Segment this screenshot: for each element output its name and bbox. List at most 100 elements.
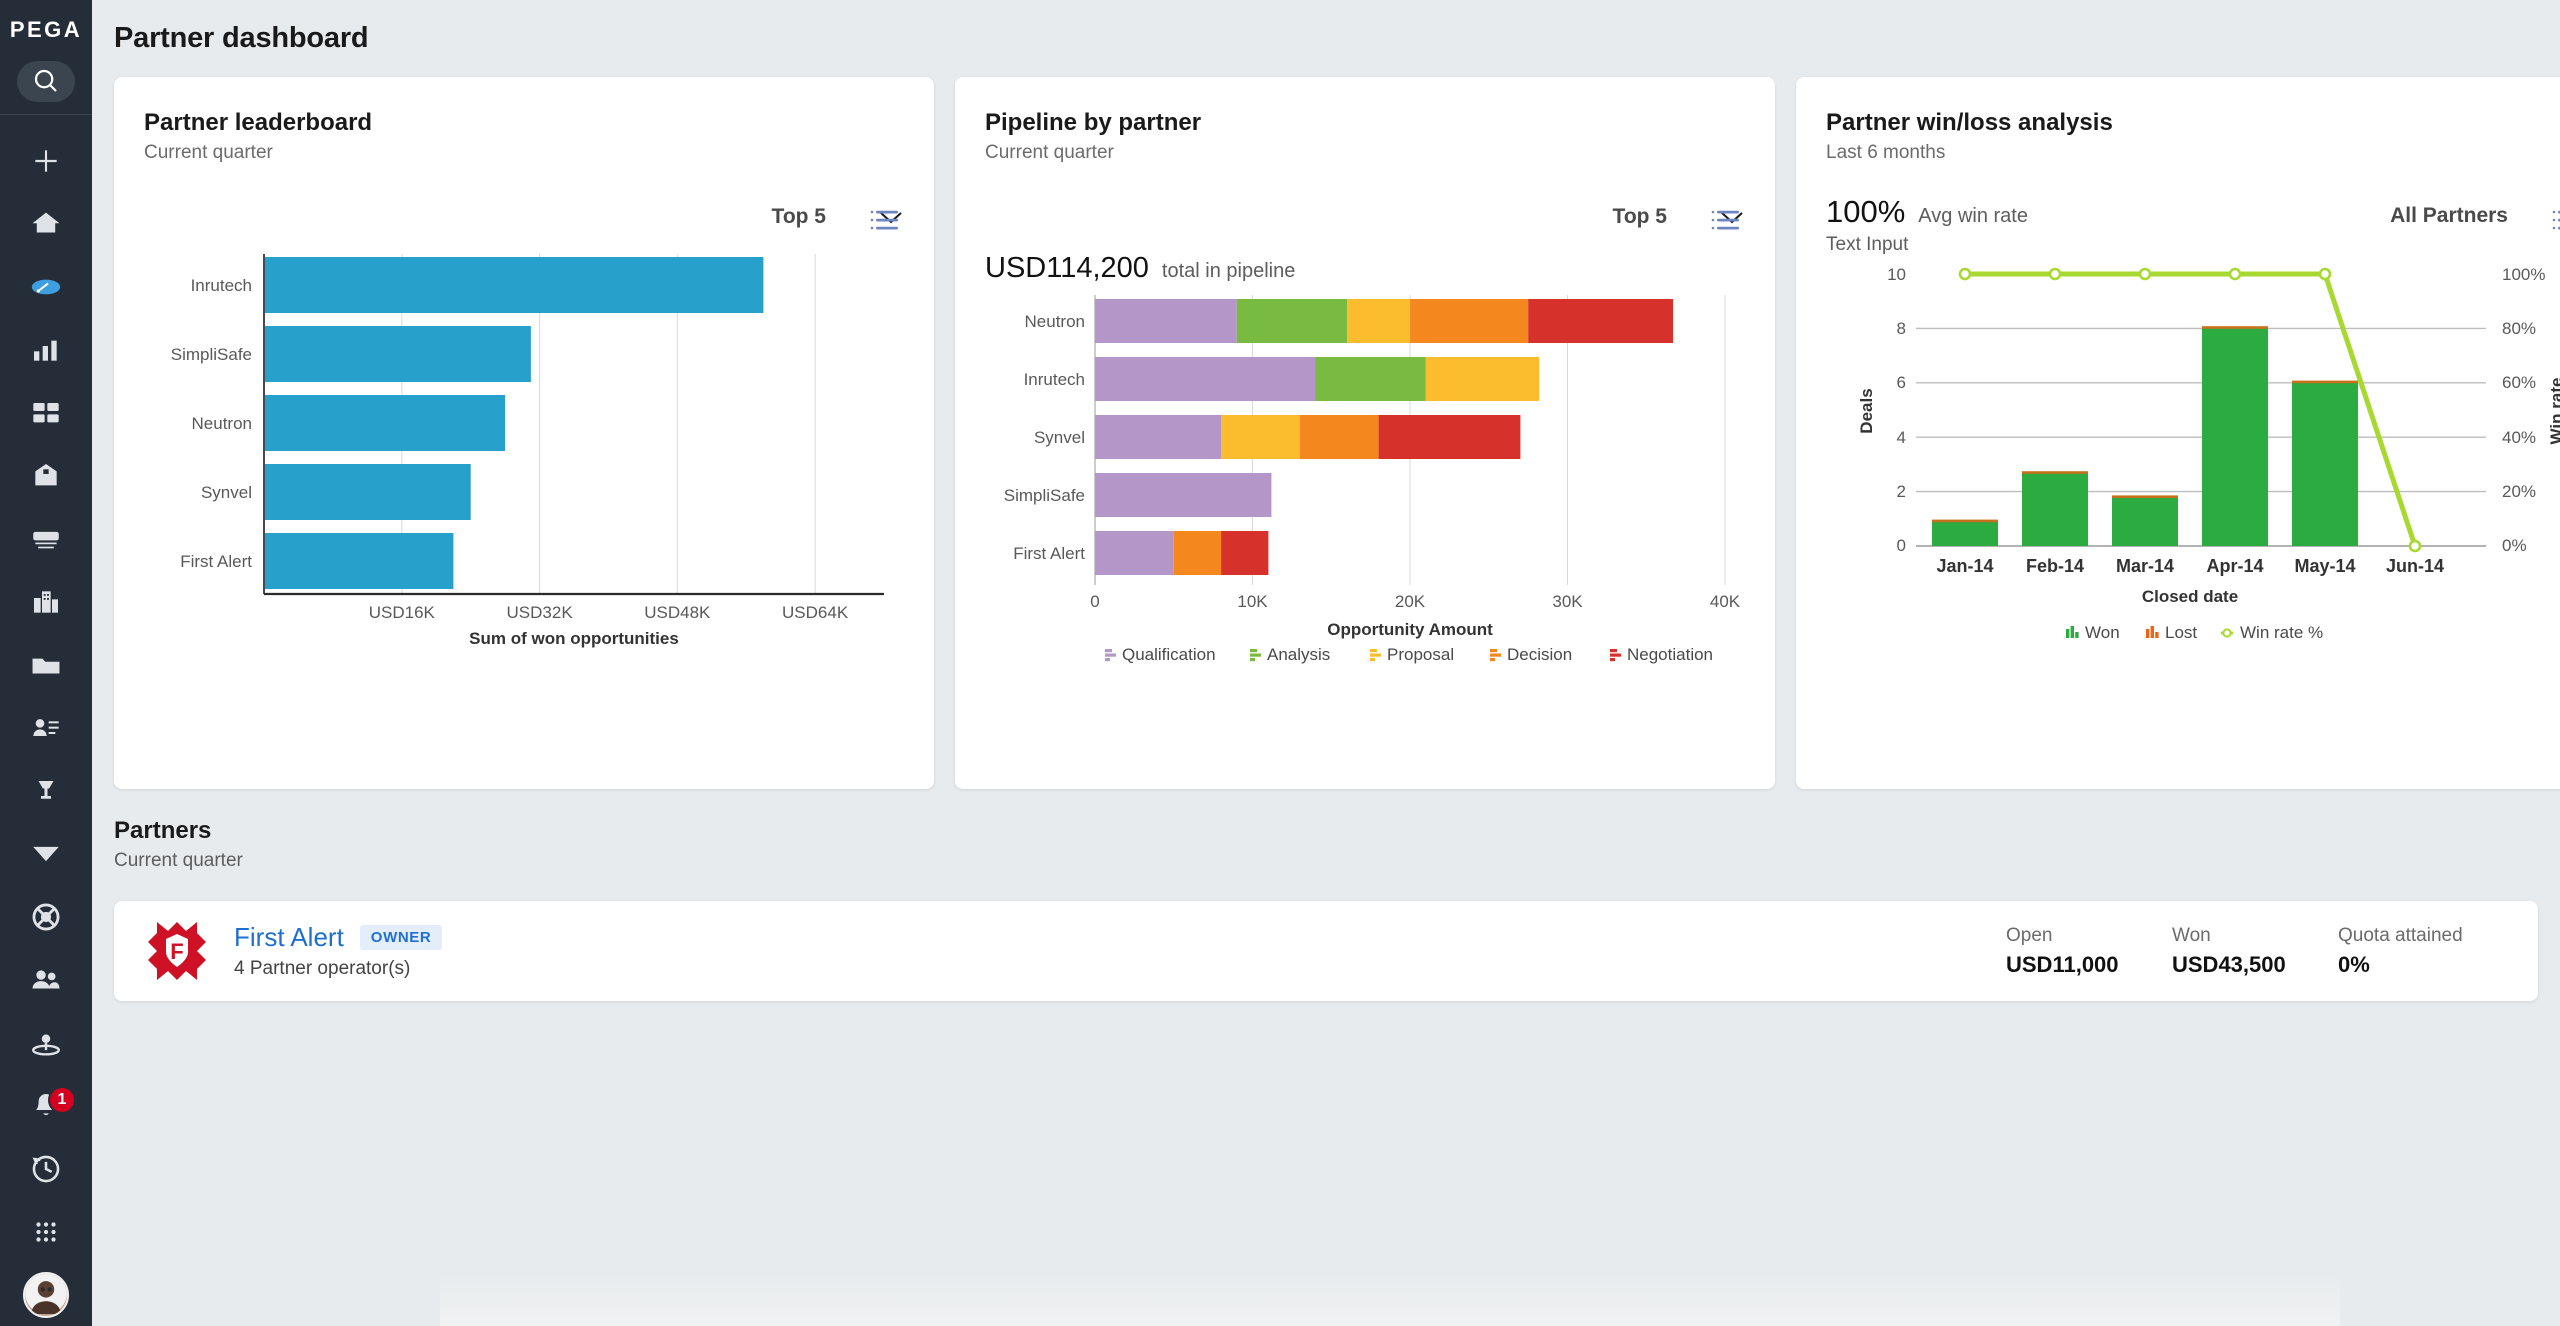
svg-text:Negotiation: Negotiation [1627, 645, 1713, 664]
win-rate-line [1965, 271, 2418, 547]
svg-text:Closed date: Closed date [2142, 587, 2238, 606]
svg-text:Won: Won [2085, 623, 2120, 642]
stat-won: Won USD43,500 [2172, 925, 2338, 978]
sidebar-item-recents[interactable] [0, 1137, 92, 1200]
panel-row: Partner leaderboard Current quarter Top … [92, 55, 2560, 789]
winloss-filter-label: All Partners [2390, 204, 2508, 227]
sidebar-divider [0, 114, 92, 115]
stat-open-label: Open [2006, 924, 2053, 946]
search-icon[interactable] [17, 60, 75, 103]
notification-badge: 1 [48, 1086, 76, 1114]
svg-text:20%: 20% [2502, 482, 2536, 501]
svg-text:Proposal: Proposal [1387, 645, 1454, 664]
stat-won-value: USD43,500 [2172, 951, 2286, 977]
sidebar-item-leads[interactable] [0, 759, 92, 822]
sidebar-item-support[interactable] [0, 885, 92, 948]
sidebar-item-partners[interactable] [0, 948, 92, 1011]
partner-info: First Alert OWNER 4 Partner operator(s) [234, 922, 443, 980]
svg-text:Lost: Lost [2165, 623, 2197, 642]
svg-text:Neutron: Neutron [1025, 312, 1085, 331]
sidebar-item-reports[interactable] [0, 318, 92, 381]
svg-text:Opportunity Amount: Opportunity Amount [1327, 620, 1493, 639]
svg-text:SimpliSafe: SimpliSafe [1004, 486, 1085, 505]
panel-subtitle: Last 6 months [1826, 142, 1946, 163]
svg-text:80%: 80% [2502, 319, 2536, 338]
pipeline-filter[interactable]: Top 5 [985, 200, 1745, 234]
svg-text:30K: 30K [1552, 592, 1583, 611]
sidebar-item-territory[interactable] [0, 1011, 92, 1074]
panel-partner-leaderboard: Partner leaderboard Current quarter Top … [114, 77, 934, 789]
svg-text:Mar-14: Mar-14 [2116, 556, 2174, 576]
sidebar-item-notifications[interactable]: 1 [0, 1074, 92, 1137]
sidebar-item-dashboard[interactable] [0, 255, 92, 318]
main-content: Partner dashboard Partner leaderboard Cu… [92, 0, 2560, 1326]
svg-text:Apr-14: Apr-14 [2206, 556, 2263, 576]
sidebar-item-home[interactable] [0, 192, 92, 255]
svg-text:F: F [170, 939, 183, 964]
sidebar-item-more[interactable] [0, 1200, 92, 1263]
panel-menu-icon[interactable] [1711, 209, 1741, 231]
svg-text:Jan-14: Jan-14 [1936, 556, 1993, 576]
leaderboard-chart-svg: Inrutech SimpliSafe Neutron Synvel First… [171, 254, 884, 648]
bar-simplisafe [1095, 473, 1272, 517]
sidebar-nav: 1 [0, 115, 92, 1326]
svg-text:SimpliSafe: SimpliSafe [171, 345, 252, 364]
svg-text:USD48K: USD48K [644, 603, 711, 622]
svg-text:Qualification: Qualification [1122, 645, 1216, 664]
svg-text:Deals: Deals [1857, 388, 1876, 433]
sidebar-item-cases[interactable] [0, 444, 92, 507]
svg-text:60%: 60% [2502, 373, 2536, 392]
chevron-down-icon[interactable] [878, 209, 904, 225]
svg-text:40K: 40K [1710, 592, 1741, 611]
avatar[interactable] [23, 1271, 69, 1318]
leaderboard-filter[interactable]: Top 5 [144, 200, 904, 234]
partner-operators: 4 Partner operator(s) [234, 958, 411, 979]
status-badge: OWNER [359, 925, 443, 950]
panel-title: Pipeline by partner [985, 109, 1202, 136]
partners-title: Partners [114, 817, 212, 844]
partner-row[interactable]: F First Alert OWNER 4 Partner operator(s… [114, 901, 2538, 1001]
svg-text:Jun-14: Jun-14 [2386, 556, 2444, 576]
winloss-chart-svg: 10 8 6 4 2 0 100% 80% 60% 40% 20% 0% Jan-14 Feb-1… [1857, 265, 2560, 642]
sidebar-item-profile[interactable] [0, 1263, 92, 1326]
winloss-bars [1932, 326, 2358, 546]
winloss-legend: Won Lost Win rate % [2066, 623, 2323, 642]
panel-subtitle: Current quarter [985, 142, 1114, 163]
svg-text:Analysis: Analysis [1267, 645, 1330, 664]
sidebar: PEGA [0, 0, 92, 1326]
svg-text:Synvel: Synvel [201, 483, 252, 502]
bar-inrutech [1095, 357, 1540, 401]
partner-name-link[interactable]: First Alert [234, 922, 344, 952]
pipeline-legend: Qualification Analysis Proposal [1105, 645, 1713, 664]
bottom-overlay-panel [440, 1274, 2340, 1326]
winloss-kpi-value: 100% [1826, 194, 1906, 229]
sidebar-item-folders[interactable] [0, 633, 92, 696]
sidebar-item-lists[interactable] [0, 507, 92, 570]
pipeline-kpi-label: total in pipeline [1161, 260, 1296, 282]
pipeline-filter-label: Top 5 [1612, 205, 1667, 228]
panel-pipeline-by-partner: Pipeline by partner Current quarter Top … [955, 77, 1775, 789]
sidebar-item-create[interactable] [0, 129, 92, 192]
sidebar-item-pipeline[interactable] [0, 822, 92, 885]
sidebar-item-apps[interactable] [0, 381, 92, 444]
svg-text:40%: 40% [2502, 428, 2536, 447]
chevron-down-icon[interactable] [1719, 209, 1745, 225]
sidebar-item-contacts[interactable] [0, 696, 92, 759]
panel-menu-icon[interactable] [870, 209, 900, 231]
panel-title: Partner win/loss analysis [1826, 109, 2113, 136]
svg-text:Neutron: Neutron [192, 414, 252, 433]
bar-neutron [1095, 299, 1674, 343]
panel-title: Partner leaderboard [144, 109, 373, 136]
svg-text:2: 2 [1897, 482, 1906, 501]
first-alert-logo: F [142, 916, 212, 986]
svg-text:0: 0 [1897, 536, 1906, 555]
partners-section-header: Partners Current quarter [92, 789, 2560, 872]
svg-text:Sum of won opportunities: Sum of won opportunities [469, 629, 679, 648]
winloss-kpi-label: Avg win rate [1918, 205, 2028, 227]
winloss-filter[interactable]: All Partners [2390, 204, 2560, 228]
bar-first-alert [1095, 531, 1269, 575]
stat-open-value: USD11,000 [2006, 951, 2119, 977]
pipeline-chart: Neutron Inrutech Synvel SimpliSafe First… [985, 285, 1745, 685]
sidebar-item-organizations[interactable] [0, 570, 92, 633]
svg-text:6: 6 [1897, 373, 1906, 392]
